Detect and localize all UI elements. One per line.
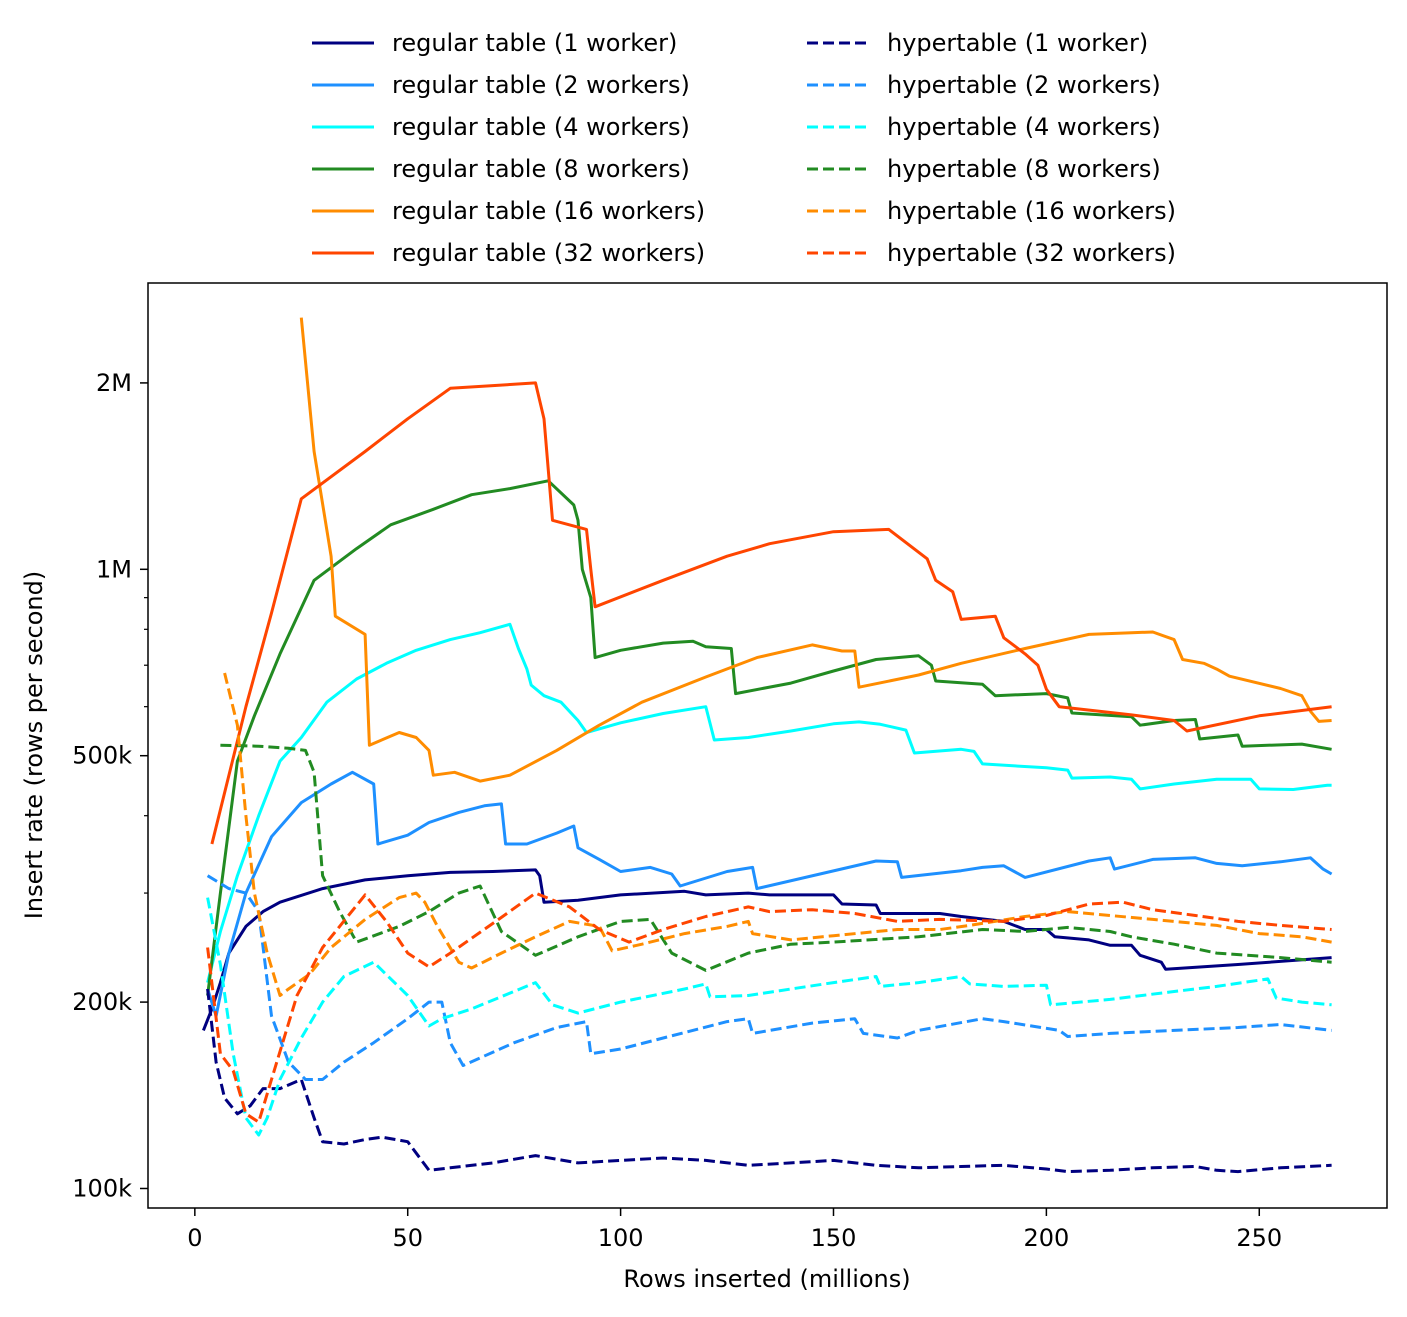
x-tick-label: 250 xyxy=(1236,1224,1282,1252)
series-line-hypertable-2-workers xyxy=(206,874,1332,1081)
y-tick-label: 1M xyxy=(96,555,132,583)
y-axis-label: Insert rate (rows per second) xyxy=(20,571,48,919)
series-line-hypertable-4-workers xyxy=(206,897,1332,1137)
legend-label-regular-table-8-workers: regular table (8 workers) xyxy=(392,155,690,183)
series-line-regular-table-4-workers xyxy=(206,622,1332,983)
series-line-regular-table-16-workers xyxy=(299,317,1332,783)
series-lines-layer xyxy=(202,317,1333,1174)
legend-label-regular-table-4-workers: regular table (4 workers) xyxy=(392,113,690,141)
legend-label-hypertable-16-workers: hypertable (16 workers) xyxy=(887,197,1176,225)
axes-layer: 0 50 100 150 200 250 100k 200k 500k 1M 2M xyxy=(72,369,1282,1252)
legend-label-hypertable-4-workers: hypertable (4 workers) xyxy=(887,113,1161,141)
x-tick-label: 150 xyxy=(811,1224,857,1252)
y-tick-label: 2M xyxy=(96,369,132,397)
series-line-regular-table-32-workers xyxy=(210,381,1332,845)
legend-label-regular-table-32-workers: regular table (32 workers) xyxy=(392,239,705,267)
x-axis-label: Rows inserted (millions) xyxy=(623,1265,910,1293)
x-tick-label: 0 xyxy=(187,1224,202,1252)
series-line-regular-table-8-workers xyxy=(206,479,1332,996)
series-line-regular-table-2-workers xyxy=(206,770,1333,1018)
legend-label-hypertable-2-workers: hypertable (2 workers) xyxy=(887,71,1161,99)
legend-label-regular-table-1-worker: regular table (1 worker) xyxy=(392,29,677,57)
x-tick-label: 100 xyxy=(598,1224,644,1252)
legend-label-hypertable-32-workers: hypertable (32 workers) xyxy=(887,239,1176,267)
legend: regular table (1 worker) regular table (2… xyxy=(312,29,1176,267)
legend-label-regular-table-16-workers: regular table (16 workers) xyxy=(392,197,705,225)
x-tick-label: 200 xyxy=(1023,1224,1069,1252)
legend-label-regular-table-2-workers: regular table (2 workers) xyxy=(392,71,690,99)
series-line-regular-table-1-worker xyxy=(202,868,1332,1031)
x-tick-label: 50 xyxy=(392,1224,423,1252)
legend-label-hypertable-1-worker: hypertable (1 worker) xyxy=(887,29,1148,57)
y-tick-label: 200k xyxy=(72,988,132,1016)
y-tick-label: 500k xyxy=(72,742,132,770)
legend-label-hypertable-8-workers: hypertable (8 workers) xyxy=(887,155,1161,183)
series-line-hypertable-1-worker xyxy=(206,988,1332,1174)
plot-frame xyxy=(147,282,1388,1209)
y-tick-label: 100k xyxy=(72,1174,132,1202)
series-line-hypertable-32-workers xyxy=(206,891,1332,1124)
